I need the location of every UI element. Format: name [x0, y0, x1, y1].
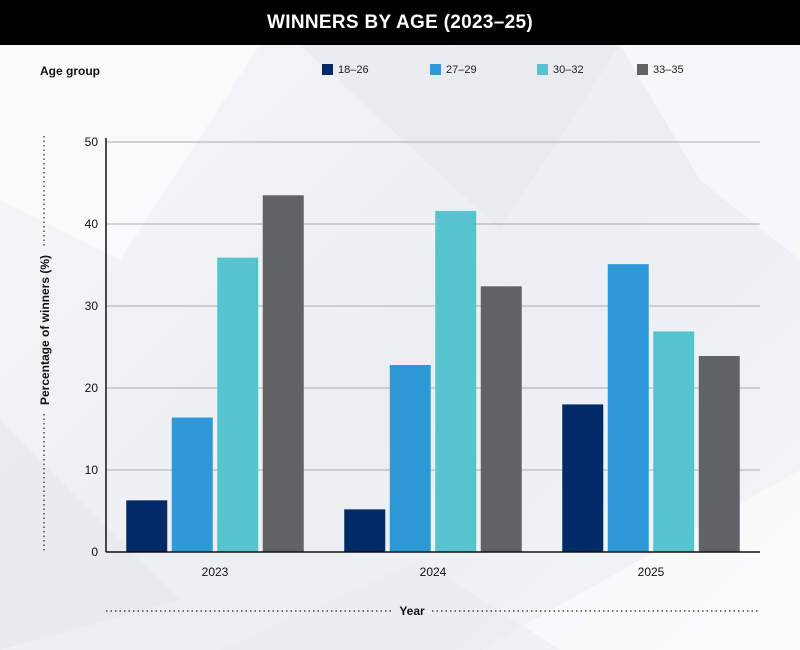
bar-2024-27–29 — [389, 365, 431, 552]
bar-2025-30–32 — [653, 331, 695, 552]
bar-2025-33–35 — [698, 356, 740, 552]
legend-title: Age group — [40, 64, 100, 78]
y-tick-label: 20 — [85, 381, 99, 395]
y-axis-title: Percentage of winners (%) — [38, 255, 52, 405]
bar-2023-18–26 — [126, 500, 168, 552]
y-tick-label: 40 — [85, 217, 99, 231]
legend-swatch-33-35 — [637, 64, 648, 75]
bar-2025-18–26 — [562, 404, 604, 552]
bar-2025-27–29 — [607, 264, 649, 552]
bar-2023-30–32 — [217, 257, 259, 552]
chart-title: WINNERS BY AGE (2023–25) — [267, 12, 533, 33]
y-tick-label: 50 — [85, 135, 99, 149]
x-category-label: 2024 — [420, 565, 447, 579]
bar-2023-33–35 — [262, 195, 304, 553]
x-category-label: 2025 — [638, 565, 665, 579]
bar-2024-30–32 — [435, 210, 477, 552]
legend-swatch-18-26 — [322, 64, 333, 75]
bars — [126, 195, 740, 553]
bar-2024-33–35 — [480, 286, 522, 552]
y-tick-label: 10 — [85, 463, 99, 477]
x-category-label: 2023 — [202, 565, 229, 579]
bar-2023-27–29 — [171, 417, 213, 552]
legend-label-27-29: 27–29 — [446, 64, 477, 76]
legend-label-33-35: 33–35 — [653, 64, 684, 76]
legend-label-30-32: 30–32 — [553, 64, 584, 76]
x-axis-title: Year — [399, 604, 425, 618]
y-tick-label: 0 — [91, 545, 98, 559]
y-tick-labels: 0 10 20 30 40 50 — [85, 135, 99, 559]
bar-2024-18–26 — [344, 509, 386, 552]
gridlines — [106, 141, 760, 471]
legend-swatch-27-29 — [430, 64, 441, 75]
title-bar — [0, 0, 800, 45]
legend-label-18-26: 18–26 — [338, 64, 369, 76]
y-tick-label: 30 — [85, 299, 99, 313]
legend-swatch-30-32 — [537, 64, 548, 75]
x-category-labels: 2023 2024 2025 — [202, 565, 665, 579]
